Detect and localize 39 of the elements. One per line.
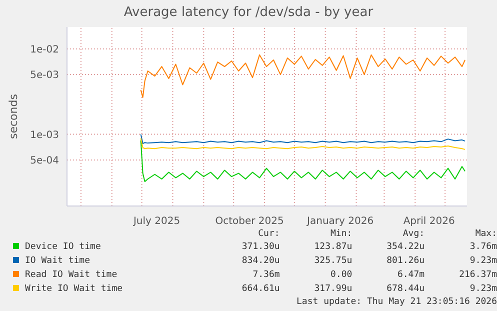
text: 354.22u (386, 241, 425, 254)
legend-label: Write IO Wait time (24, 283, 124, 296)
text: 3.76m (468, 241, 497, 254)
y-tick-label: 5e-03 (30, 70, 59, 82)
legend-label: IO Wait time (24, 255, 92, 268)
text: 9.23m (468, 255, 497, 268)
x-tick-label: January 2026 (306, 216, 374, 227)
text: 664.61u (240, 283, 280, 296)
text: 325.75u (313, 255, 352, 268)
text: Cur: (257, 228, 280, 240)
text: 216.37m (458, 269, 497, 282)
y-tick-label: 1e-03 (30, 130, 59, 141)
y-tick-label: 5e-04 (30, 156, 59, 167)
text: 801.26u (386, 255, 425, 268)
text: 6.47m (396, 269, 425, 282)
y-tick-label: 1e-02 (30, 44, 59, 56)
line-series (140, 140, 466, 182)
text: 7.36m (252, 269, 280, 282)
text: 123.87u (313, 241, 352, 254)
chart-title: Average latency for /dev/sda - by year (122, 5, 374, 20)
text: 371.30u (240, 241, 280, 254)
text: Max: (474, 228, 497, 240)
x-tick-label: July 2025 (132, 216, 180, 227)
line-series (140, 54, 466, 98)
text: Min: (330, 228, 352, 240)
text: 0.00 (330, 269, 352, 282)
line-series (140, 134, 466, 144)
x-tick-label: April 2026 (403, 216, 455, 227)
legend-label: Read IO Wait time (24, 269, 118, 282)
text: 678.44u (386, 283, 425, 296)
y-axis-title: seconds (6, 94, 20, 139)
x-tick-label: October 2025 (215, 216, 284, 227)
text: Avg: (402, 228, 425, 240)
line-series (140, 138, 466, 150)
text: 834.20u (240, 255, 280, 268)
text: Last update: Thu May 21 23:05:16 2026 (296, 296, 497, 308)
legend-label: Device IO time (24, 241, 102, 254)
text: 9.23m (468, 283, 497, 296)
text: 317.99u (313, 283, 352, 296)
